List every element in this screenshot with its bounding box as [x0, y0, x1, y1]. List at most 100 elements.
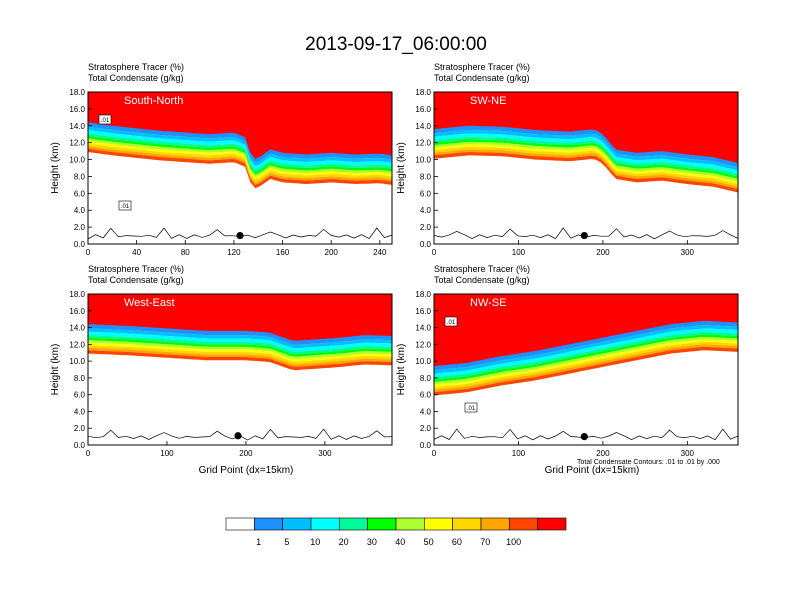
colorbar-label: 5 — [284, 537, 289, 547]
tracer-band-4 — [434, 331, 738, 380]
tracer-core — [88, 294, 392, 341]
plot-frame — [433, 91, 739, 245]
tracer-band-9 — [88, 347, 392, 367]
tracer-band-2 — [434, 325, 738, 374]
panel-south-north: Stratosphere Tracer (%)Total Condensate … — [50, 62, 393, 257]
tracer-band-10 — [88, 350, 392, 371]
location-marker — [580, 433, 588, 441]
y-axis-label: Height (km) — [50, 344, 61, 396]
panel-west-east: Stratosphere Tracer (%)Total Condensate … — [50, 264, 393, 476]
y-tick-label: 18.0 — [415, 88, 431, 97]
colorbar-swatch — [338, 517, 368, 531]
colorbar-swatch — [537, 517, 567, 531]
colorbar-swatch — [452, 517, 482, 531]
tracer-band-10 — [434, 347, 738, 396]
y-tick-label: 4.0 — [420, 206, 432, 215]
tracer-band-6 — [88, 340, 392, 360]
panel-header-condensate: Total Condensate (g/kg) — [88, 275, 184, 285]
y-tick-label: 12.0 — [69, 340, 85, 349]
x-tick-label: 240 — [373, 248, 387, 257]
y-tick-label: 10.0 — [69, 156, 85, 165]
tracer-band-7 — [88, 342, 392, 362]
plot-frame — [87, 91, 393, 245]
x-tick-label: 40 — [132, 248, 141, 257]
x-tick-label: 200 — [596, 248, 610, 257]
x-tick-label: 300 — [681, 248, 695, 257]
y-tick-label: 18.0 — [69, 88, 85, 97]
y-tick-label: 14.0 — [69, 122, 85, 131]
contour-label: .01 — [447, 320, 456, 326]
y-tick-label: 16.0 — [415, 307, 431, 316]
y-tick-label: 16.0 — [69, 105, 85, 114]
x-tick-label: 100 — [512, 248, 526, 257]
y-tick-label: 2.0 — [74, 223, 86, 232]
x-tick-label: 200 — [239, 449, 253, 458]
tracer-band-8 — [88, 143, 392, 183]
colorbar-label: 1 — [256, 537, 261, 547]
plot-frame — [433, 293, 739, 446]
y-tick-label: 0.0 — [74, 441, 86, 450]
figure-title: 2013-09-17_06:00:00 — [305, 34, 487, 55]
contour-label-box — [98, 114, 112, 125]
tracer-band-3 — [88, 331, 392, 352]
panel-label: SW-NE — [470, 95, 506, 107]
panel-header-tracer: Stratosphere Tracer (%) — [434, 264, 530, 274]
location-marker — [234, 432, 242, 440]
tracer-band-7 — [88, 141, 392, 180]
y-tick-label: 6.0 — [74, 391, 86, 400]
x-axis-label: Grid Point (dx=15km) — [545, 465, 640, 476]
plot-area — [434, 92, 738, 244]
colorbar-swatch — [423, 517, 453, 531]
colorbar: 1 5 10 20 30 40 50 60 70 100 — [225, 517, 567, 547]
y-tick-label: 12.0 — [69, 139, 85, 148]
contour-label: .01 — [467, 406, 476, 412]
panel-label: South-North — [124, 95, 183, 107]
y-tick-label: 2.0 — [74, 424, 86, 433]
x-tick-label: 80 — [181, 248, 190, 257]
panel-sw-ne: Stratosphere Tracer (%)Total Condensate … — [396, 62, 739, 257]
x-tick-label: 120 — [227, 248, 241, 257]
tracer-band-2 — [88, 328, 392, 349]
colorbar-label: 70 — [480, 537, 490, 547]
y-tick-label: 6.0 — [74, 189, 86, 198]
colorbar-swatch — [225, 517, 255, 531]
panel-header-tracer: Stratosphere Tracer (%) — [88, 62, 184, 72]
colorbar-swatch — [254, 517, 283, 531]
x-tick-label: 100 — [512, 449, 526, 458]
colorbar-label: 50 — [424, 537, 434, 547]
x-tick-label: 0 — [86, 449, 91, 458]
y-axis-label: Height (km) — [50, 142, 61, 194]
colorbar-swatch — [480, 517, 510, 531]
y-tick-label: 14.0 — [415, 324, 431, 333]
y-tick-label: 12.0 — [415, 139, 431, 148]
tracer-band-3 — [88, 130, 392, 170]
panel-header-tracer: Stratosphere Tracer (%) — [88, 264, 184, 274]
x-tick-label: 100 — [160, 449, 174, 458]
contour-label-box — [118, 200, 132, 211]
y-tick-label: 0.0 — [74, 240, 86, 249]
location-marker — [236, 231, 244, 240]
y-tick-label: 12.0 — [415, 340, 431, 349]
y-tick-label: 6.0 — [420, 189, 432, 198]
colorbar-swatch — [395, 517, 425, 531]
colorbar-label: 20 — [339, 537, 349, 547]
tracer-band-8 — [88, 345, 392, 365]
plot-area — [434, 294, 738, 445]
y-tick-label: 8.0 — [74, 172, 86, 181]
tracer-band-7 — [434, 339, 738, 388]
y-tick-label: 18.0 — [69, 290, 85, 299]
colorbar-label: 40 — [395, 537, 405, 547]
tracer-core — [88, 92, 392, 159]
x-tick-label: 0 — [86, 248, 91, 257]
tracer-band-5 — [434, 334, 738, 383]
y-tick-label: 8.0 — [74, 374, 86, 383]
tracer-core — [434, 92, 738, 163]
plot-area — [88, 92, 392, 244]
y-tick-label: 4.0 — [420, 407, 432, 416]
y-tick-label: 10.0 — [415, 156, 431, 165]
y-tick-label: 18.0 — [415, 290, 431, 299]
panels-group: Stratosphere Tracer (%)Total Condensate … — [50, 62, 739, 476]
y-tick-label: 6.0 — [420, 391, 432, 400]
colorbar-swatch — [282, 517, 312, 531]
